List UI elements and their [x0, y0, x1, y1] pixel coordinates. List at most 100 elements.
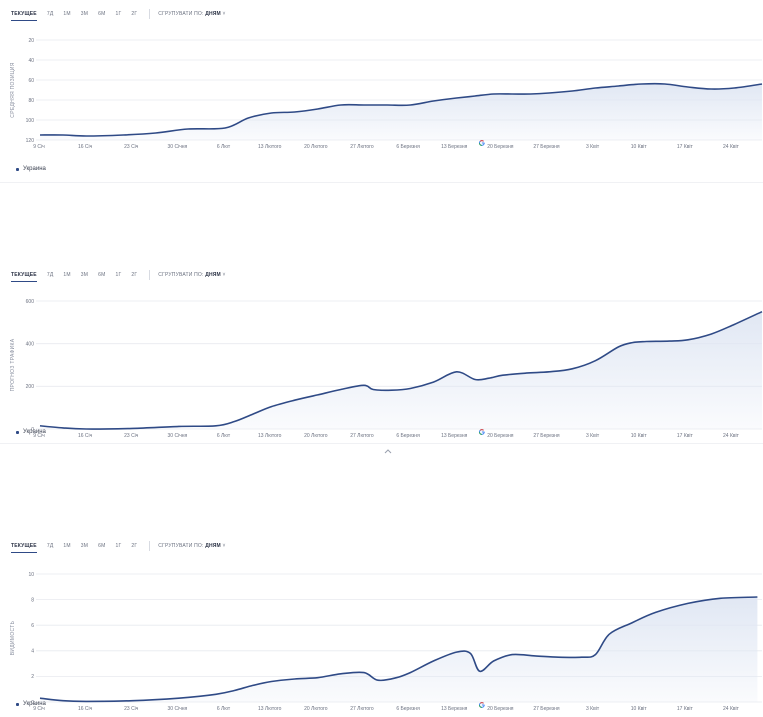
- tab-7д[interactable]: 7Д: [46, 543, 54, 549]
- group-by-dropdown[interactable]: СГРУПУВАТИ ПО: ДНЯМ ˅: [158, 543, 225, 553]
- series-line[interactable]: [39, 310, 763, 430]
- x-tick-label: 20 Березня: [487, 433, 514, 439]
- tab-1г[interactable]: 1Г: [115, 11, 122, 17]
- x-tick-label: 3 Квіт: [586, 706, 600, 712]
- legend-marker: [16, 167, 19, 171]
- x-tick-label: 17 Квіт: [677, 144, 694, 150]
- series-line[interactable]: [39, 596, 758, 703]
- tab-1м[interactable]: 1М: [63, 272, 71, 278]
- x-tick-label: 27 Лютого: [350, 144, 374, 150]
- visibility-chart: 0 2 4 6 8 10 ВИДИМОСТЬ 9 Січ 16 Січ 23 Січ 30 Січн…: [10, 572, 762, 712]
- group-by-dropdown[interactable]: СГРУПУВАТИ ПО: ДНЯМ ˅: [158, 272, 225, 282]
- x-tick-label: 20 Лютого: [304, 144, 328, 150]
- x-tick-label: 20 Березня: [487, 706, 514, 712]
- y-tick-label: 0: [31, 427, 34, 433]
- google-g-arc: [478, 705, 482, 708]
- series-area: [40, 311, 762, 430]
- x-tick-label: 23 Січ: [124, 433, 139, 439]
- x-tick-label: 20 Березня: [487, 144, 514, 150]
- tab-3м[interactable]: 3М: [80, 543, 89, 549]
- x-tick-label: 10 Квіт: [631, 144, 648, 150]
- series-area: [40, 597, 758, 702]
- chevron-down-icon: ˅: [220, 543, 226, 549]
- legend-item[interactable]: Украина: [16, 429, 46, 435]
- tab-7д[interactable]: 7Д: [46, 11, 54, 17]
- tab-2г[interactable]: 2Г: [131, 543, 138, 549]
- y-tick-label: 20: [28, 38, 34, 44]
- legend-label: Украина: [23, 429, 46, 435]
- tab-1г[interactable]: 1Г: [115, 272, 122, 278]
- x-tick-label: 6 Лют: [217, 433, 231, 439]
- average-position-chart: 20 40 60 80 100 120 СРЕДНЯЯ ПОЗИЦИЯ 9 Січ 16 Січ…: [10, 38, 763, 150]
- y-tick-label: 4: [31, 649, 34, 655]
- chart-panel-average-position: ТЕКУЩЕЕ 7Д 1М 3М 6М 1Г 2Г СГРУПУВАТИ ПО: ДНЯМ ˅…: [0, 0, 763, 185]
- y-axis-label: ПРОГНОЗ ТРАФИКА: [10, 338, 16, 391]
- y-tick-label: 400: [26, 341, 35, 347]
- legend-item[interactable]: Украина: [16, 166, 46, 172]
- google-g-arc: [479, 429, 484, 431]
- series-area: [40, 83, 762, 140]
- series-line[interactable]: [39, 82, 763, 137]
- x-tick-label: 27 Березня: [533, 144, 560, 150]
- period-tabs: ТЕКУЩЕЕ 7Д 1М 3М 6М 1Г 2Г СГРУПУВАТИ ПО: ДНЯМ ˅: [11, 8, 226, 24]
- tab-current[interactable]: ТЕКУЩЕЕ: [11, 11, 37, 21]
- y-tick-label: 100: [26, 118, 35, 124]
- y-tick-label: 10: [28, 572, 34, 578]
- x-tick-label: 6 Березня: [396, 144, 420, 150]
- tabs-separator: [149, 9, 151, 19]
- group-by-label: СГРУПУВАТИ ПО:: [158, 11, 206, 17]
- y-tick-label: 2: [31, 674, 34, 680]
- tab-7д[interactable]: 7Д: [46, 272, 54, 278]
- x-tick-label: 24 Квіт: [723, 144, 740, 150]
- x-tick-label: 23 Січ: [124, 706, 139, 712]
- tab-1г[interactable]: 1Г: [115, 543, 122, 549]
- y-tick-label: 8: [31, 597, 34, 603]
- x-tick-label: 9 Січ: [33, 144, 45, 150]
- chevron-up-icon[interactable]: [384, 448, 392, 454]
- tab-2г[interactable]: 2Г: [131, 272, 138, 278]
- x-tick-label: 6 Березня: [396, 433, 420, 439]
- tab-current[interactable]: ТЕКУЩЕЕ: [11, 543, 37, 553]
- x-tick-label: 3 Квіт: [586, 433, 600, 439]
- y-tick-label: 40: [28, 58, 34, 64]
- y-tick-label: 200: [26, 384, 35, 390]
- x-tick-label: 17 Квіт: [677, 706, 694, 712]
- legend-label: Украина: [23, 166, 46, 172]
- tab-6м[interactable]: 6М: [98, 272, 106, 278]
- tab-1м[interactable]: 1М: [63, 11, 71, 17]
- legend-marker: [16, 702, 19, 706]
- group-by-value: ДНЯМ: [205, 272, 221, 278]
- google-g-icon[interactable]: [478, 140, 485, 146]
- google-g-icon[interactable]: [478, 429, 485, 435]
- chart-panel-visibility: ТЕКУЩЕЕ 7Д 1М 3М 6М 1Г 2Г СГРУПУВАТИ ПО: ДНЯМ ˅…: [0, 536, 763, 716]
- y-tick-label: 600: [26, 299, 35, 305]
- y-tick-label: 0: [31, 700, 34, 706]
- x-tick-label: 13 Березня: [441, 706, 468, 712]
- google-g-icon[interactable]: [478, 702, 485, 708]
- x-tick-label: 17 Квіт: [677, 433, 694, 439]
- tab-6м[interactable]: 6М: [98, 543, 106, 549]
- tab-6м[interactable]: 6М: [98, 11, 106, 17]
- x-tick-label: 30 Січня: [168, 706, 188, 712]
- tab-3м[interactable]: 3М: [80, 11, 89, 17]
- x-tick-label: 20 Лютого: [304, 433, 328, 439]
- x-tick-label: 24 Квіт: [723, 433, 740, 439]
- chevron-down-icon: ˅: [220, 272, 226, 278]
- group-by-dropdown[interactable]: СГРУПУВАТИ ПО: ДНЯМ ˅: [158, 11, 225, 21]
- y-tick-label: 80: [28, 98, 34, 104]
- tab-3м[interactable]: 3М: [80, 272, 89, 278]
- y-tick-label: 60: [28, 78, 34, 84]
- x-tick-label: 27 Лютого: [350, 706, 374, 712]
- x-tick-label: 10 Квіт: [631, 706, 648, 712]
- x-tick-label: 27 Березня: [533, 706, 560, 712]
- x-tick-label: 13 Березня: [441, 144, 468, 150]
- tab-2г[interactable]: 2Г: [131, 11, 138, 17]
- chevron-down-icon: ˅: [220, 11, 226, 17]
- x-tick-label: 30 Січня: [168, 433, 188, 439]
- panel-divider: [0, 443, 763, 444]
- tabs-separator: [149, 270, 151, 280]
- x-tick-label: 9 Січ: [33, 433, 45, 439]
- legend-item[interactable]: Украина: [16, 701, 46, 707]
- tab-current[interactable]: ТЕКУЩЕЕ: [11, 272, 37, 282]
- tab-1м[interactable]: 1М: [63, 543, 71, 549]
